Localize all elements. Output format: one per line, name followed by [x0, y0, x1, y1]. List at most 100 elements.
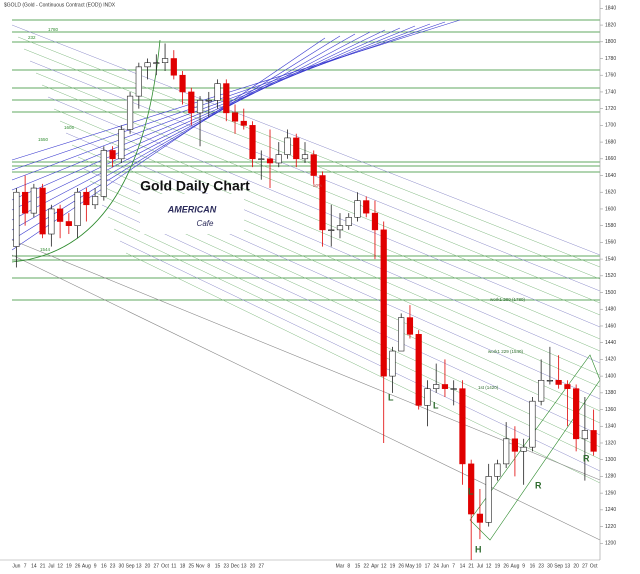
x-tick-label: 21	[40, 563, 46, 569]
candle-body	[336, 225, 344, 231]
candle-body	[188, 91, 195, 114]
y-tick-label: 1300	[605, 457, 616, 463]
candle-body	[266, 158, 274, 164]
fan-line	[125, 252, 601, 484]
candle-body	[450, 388, 457, 390]
y-tick-label: 1420	[605, 357, 616, 363]
x-tick-label: 12	[381, 563, 387, 569]
candle-body	[284, 137, 291, 155]
y-tick-label: 1740	[605, 89, 616, 95]
logo-box	[140, 194, 244, 234]
candle-body	[170, 58, 177, 76]
fan-line	[101, 204, 601, 436]
y-tick-label: 1200	[605, 541, 616, 547]
y-tick-label: 1660	[605, 156, 616, 162]
x-tick-label: Aug	[82, 563, 91, 569]
x-tick-label: 13	[241, 563, 247, 569]
y-tick-label: 1680	[605, 139, 616, 145]
x-tick-label: Mar	[336, 563, 345, 569]
x-tick-label: 12	[57, 563, 63, 569]
y-tick-label: 1700	[605, 123, 616, 129]
y-tick-label: 1620	[605, 190, 616, 196]
candle-body	[345, 217, 352, 226]
annotation: 1st (1420)	[478, 385, 499, 390]
annotation: L	[433, 400, 439, 410]
x-tick-label: 24	[433, 563, 439, 569]
x-tick-label: 26	[75, 563, 81, 569]
x-tick-label: 15	[355, 563, 361, 569]
x-tick-label: 14	[31, 563, 37, 569]
candle-body	[398, 317, 405, 352]
x-tick-label: 12	[486, 563, 492, 569]
candle-body	[293, 137, 300, 160]
fan-line	[11, 29, 386, 211]
y-tick-label: 1600	[605, 206, 616, 212]
candle-body	[328, 229, 335, 231]
x-tick-label: 8	[207, 563, 210, 569]
x-tick-label: 8	[347, 563, 350, 569]
x-tick-label: 25	[189, 563, 195, 569]
candle-body	[503, 438, 510, 465]
y-tick-label: 1520	[605, 273, 616, 279]
annotation: 50%	[313, 183, 322, 188]
x-tick-label: 15	[215, 563, 221, 569]
candle-body	[520, 446, 527, 452]
candle-body	[65, 221, 72, 226]
x-tick-label: 19	[495, 563, 501, 569]
x-tick-label: Jun	[12, 563, 20, 569]
y-tick-label: 1760	[605, 73, 616, 79]
candle-body	[529, 400, 536, 448]
fan-line	[11, 25, 416, 191]
x-tick-label: 16	[101, 563, 107, 569]
y-tick-label: 1720	[605, 106, 616, 112]
y-tick-label: 1840	[605, 6, 616, 12]
y-tick-label: 1780	[605, 56, 616, 62]
candle-body	[249, 125, 256, 160]
y-tick-label: 1820	[605, 22, 616, 28]
fan-line	[11, 35, 341, 241]
candle-body	[126, 95, 134, 130]
x-tick-label: 7	[24, 563, 27, 569]
x-tick-label: Sep	[554, 563, 563, 569]
fan-line	[11, 24, 601, 256]
fan-line	[11, 33, 356, 231]
y-tick-label: 1800	[605, 39, 616, 45]
annotation: 1780	[48, 27, 59, 32]
candle-body	[83, 191, 90, 206]
x-tick-label: Sep	[126, 563, 135, 569]
x-tick-label: 20	[145, 563, 151, 569]
x-tick-label: May	[405, 563, 415, 569]
candle-body	[179, 74, 186, 93]
candle-body	[511, 438, 519, 452]
candle-body	[301, 154, 309, 160]
fan-line	[11, 23, 431, 181]
candle-body	[48, 208, 55, 235]
fan-line	[17, 36, 601, 268]
y-tick-label: 1480	[605, 307, 616, 313]
y-tick-label: 1500	[605, 290, 616, 296]
fan-line	[59, 120, 601, 352]
trend-lines	[11, 19, 601, 541]
annotation: work1 229 (1540)	[488, 349, 524, 354]
x-tick-label: Dec	[231, 563, 240, 569]
logo-text: AMERICAN	[167, 204, 217, 214]
x-tick-label: 27	[582, 563, 588, 569]
candle-body	[538, 379, 545, 402]
candle-body	[459, 388, 466, 465]
candle-body	[240, 120, 247, 126]
y-tick-label: 1400	[605, 373, 616, 379]
candle-body	[30, 187, 37, 214]
y-tick-label: 1540	[605, 256, 616, 262]
candle-body	[135, 66, 142, 97]
candle-body	[441, 384, 449, 389]
x-tick-label: Nov	[196, 563, 205, 569]
x-tick-label: 23	[224, 563, 230, 569]
candle-body	[214, 83, 221, 101]
x-tick-label: 9	[522, 563, 525, 569]
y-tick-label: 1460	[605, 323, 616, 329]
candle-body	[415, 334, 422, 406]
annotation: R	[535, 480, 542, 490]
x-tick-label: 30	[547, 563, 553, 569]
fan-line	[113, 228, 601, 460]
